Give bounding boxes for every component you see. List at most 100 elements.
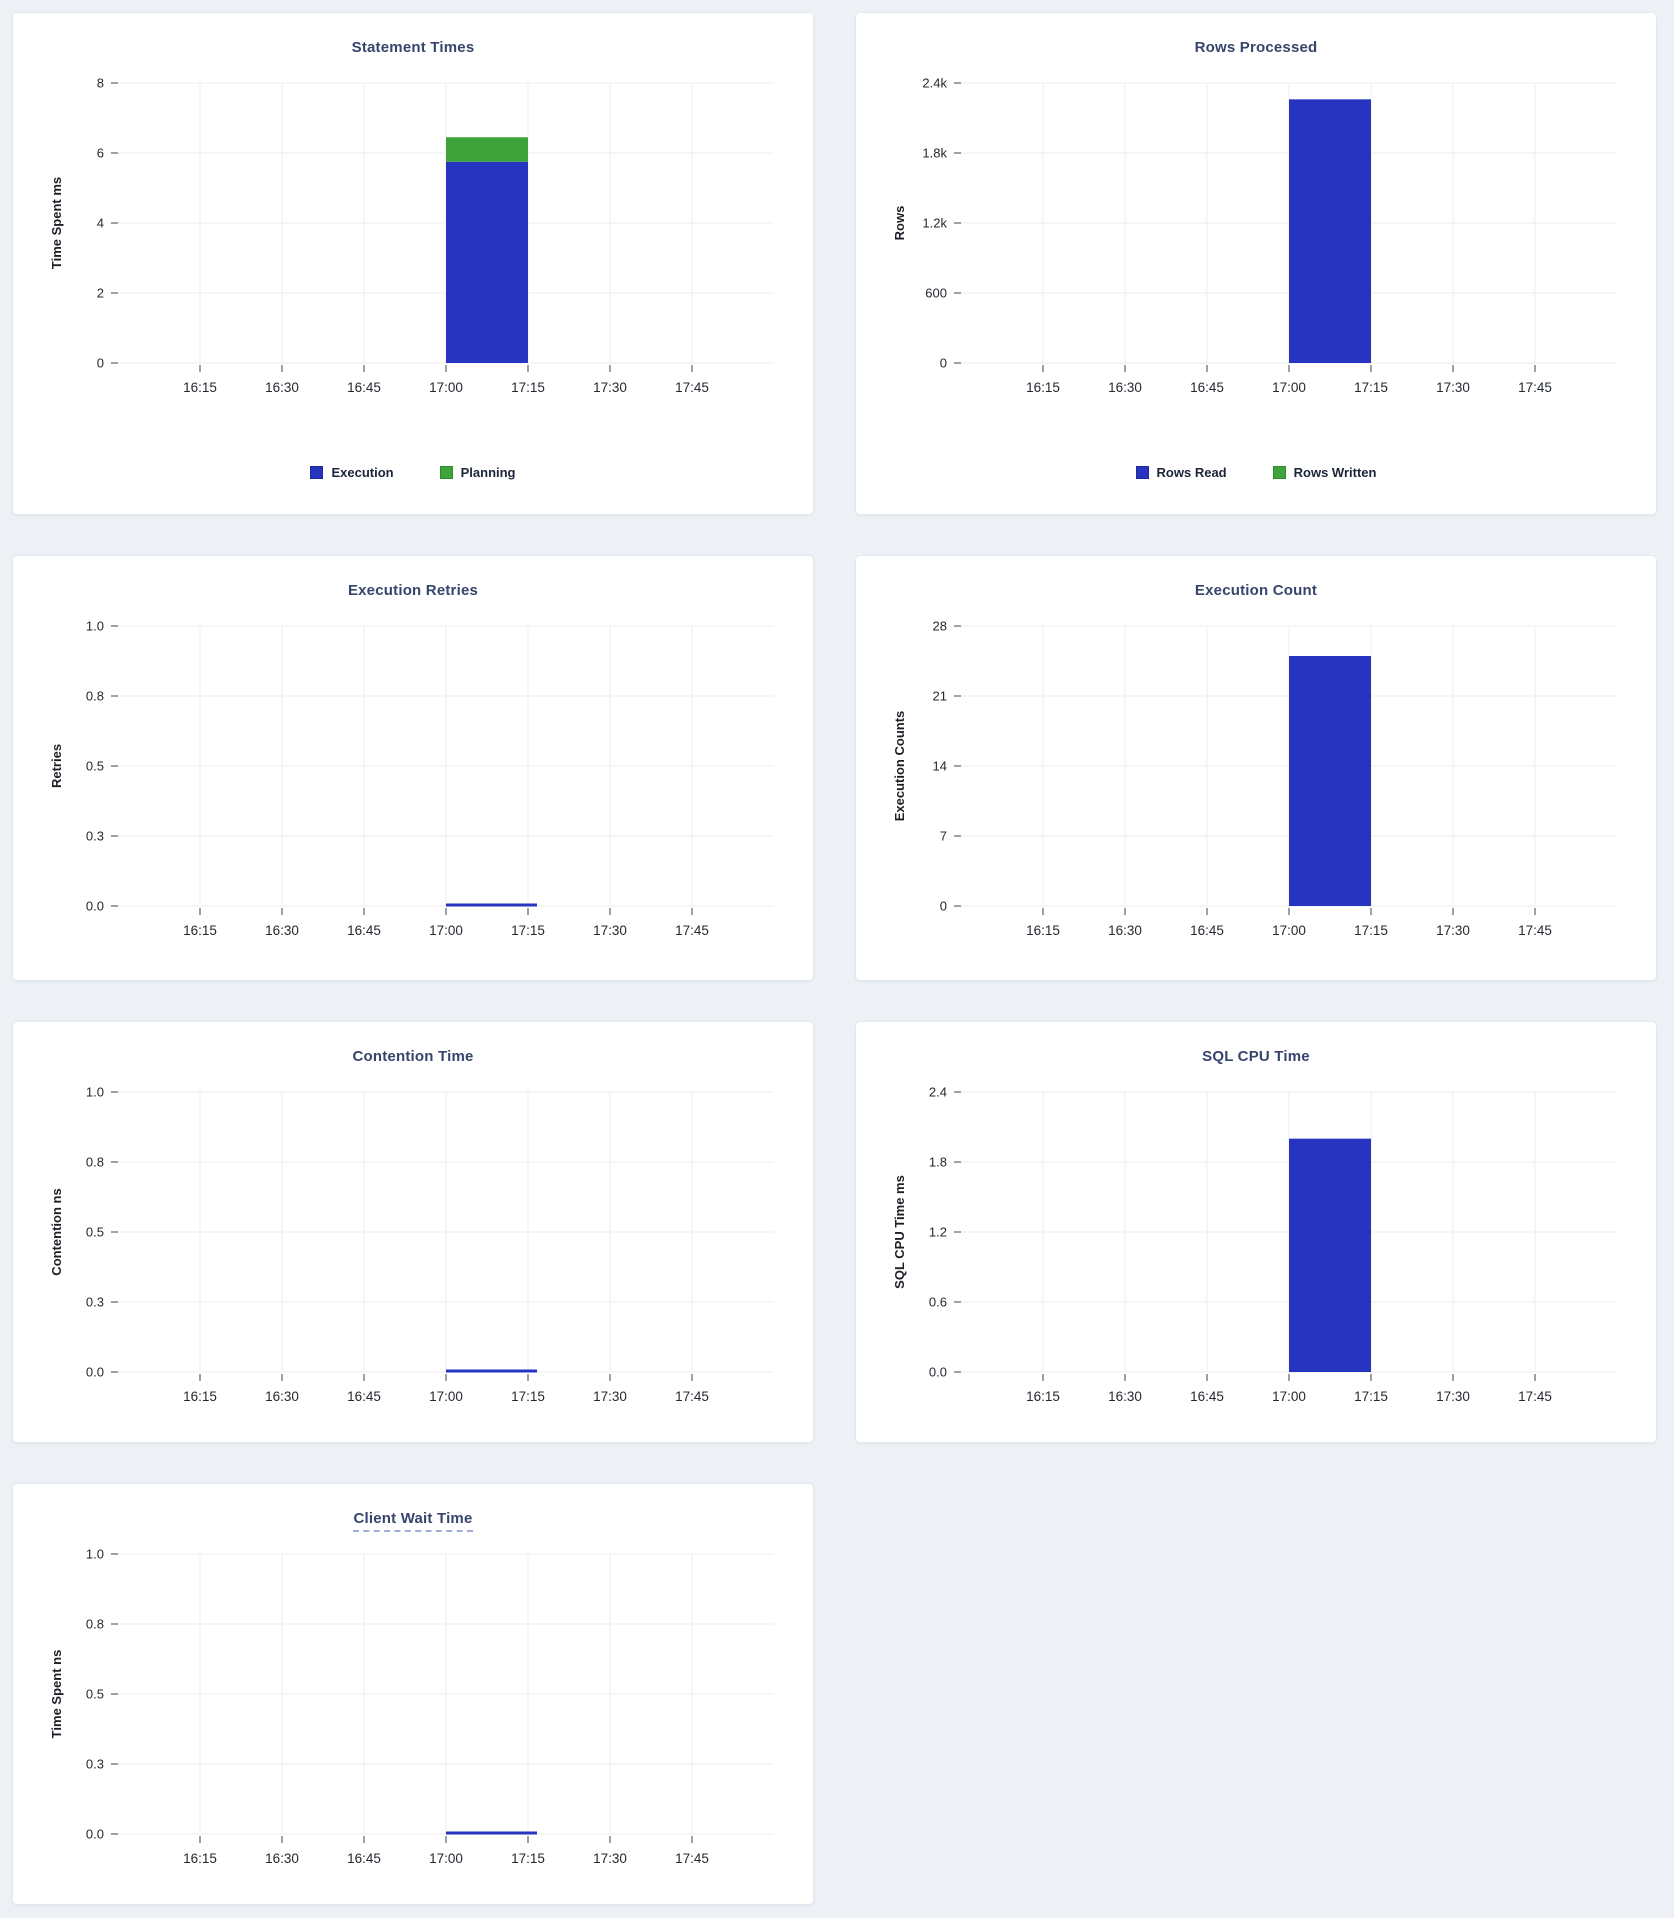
x-tick-label: 17:30 bbox=[1436, 380, 1470, 395]
x-tick-label: 17:45 bbox=[1518, 1389, 1552, 1404]
y-tick-label: 0.8 bbox=[86, 1155, 104, 1170]
y-tick-label: 0.5 bbox=[86, 1225, 104, 1240]
chart-plot: 0 7 14 21 28 16:15 16:30 16:45 17:00 17:15 17:30 17… bbox=[892, 619, 1617, 938]
x-tick-label: 16:15 bbox=[1026, 380, 1060, 395]
legend-swatch bbox=[1135, 466, 1149, 479]
chart-title: Execution Count bbox=[1194, 582, 1318, 599]
y-tick-label: 0.0 bbox=[86, 899, 104, 914]
x-tick-label: 17:45 bbox=[1518, 923, 1552, 938]
y-tick-label: 1.8k bbox=[922, 146, 947, 161]
y-tick-label: 1.8 bbox=[929, 1155, 947, 1170]
x-tick-label: 17:15 bbox=[511, 1389, 545, 1404]
chart-legend: Execution Planning bbox=[13, 465, 813, 480]
y-axis-label: Execution Counts bbox=[892, 711, 907, 822]
x-tick-label: 17:00 bbox=[429, 1851, 463, 1866]
x-tick-label: 17:15 bbox=[511, 380, 545, 395]
legend-item-rows-written[interactable]: Rows Written bbox=[1272, 465, 1377, 480]
legend-swatch bbox=[1272, 466, 1286, 479]
legend-item-planning[interactable]: Planning bbox=[439, 465, 516, 480]
chart-title: Statement Times bbox=[351, 39, 475, 56]
chart-plot: 0.0 0.3 0.5 0.8 1.0 16:15 16:30 16:45 17:00 17:15… bbox=[49, 1547, 774, 1866]
chart-plot: 0 600 1.2k 1.8k 2.4k 16:15 16:30 16:45 17:00 17:1… bbox=[892, 76, 1617, 395]
x-tick-label: 17:15 bbox=[1354, 380, 1388, 395]
bar-sql-cpu-time[interactable] bbox=[1289, 1138, 1371, 1372]
x-tick-label: 17:15 bbox=[1354, 923, 1388, 938]
x-tick-label: 17:30 bbox=[593, 380, 627, 395]
x-tick-label: 16:15 bbox=[1026, 923, 1060, 938]
x-tick-label: 17:00 bbox=[429, 1389, 463, 1404]
x-tick-label: 17:45 bbox=[675, 380, 709, 395]
chart-card-sql-cpu-time: SQL CPU Time 0.0 0.6 1.2 1.8 2.4 16:15 16:30 16… bbox=[855, 1021, 1657, 1443]
chart-title-tooltip-link[interactable]: Client Wait Time bbox=[353, 1510, 473, 1532]
x-tick-label: 17:00 bbox=[429, 923, 463, 938]
x-tick-label: 16:30 bbox=[265, 1851, 299, 1866]
x-tick-label: 16:15 bbox=[183, 923, 217, 938]
y-tick-label: 1.0 bbox=[86, 619, 104, 634]
y-tick-label: 0.3 bbox=[86, 829, 104, 844]
y-tick-label: 0.0 bbox=[86, 1365, 104, 1380]
legend-swatch bbox=[439, 466, 453, 479]
x-tick-label: 17:45 bbox=[675, 923, 709, 938]
x-tick-label: 16:45 bbox=[347, 1389, 381, 1404]
y-tick-label: 1.0 bbox=[86, 1085, 104, 1100]
y-tick-label: 1.2 bbox=[929, 1225, 947, 1240]
y-tick-label: 2.4k bbox=[922, 76, 947, 91]
chart-plot: 0.0 0.3 0.5 0.8 1.0 16:15 16:30 16:45 17:00 17:15… bbox=[49, 1085, 774, 1404]
chart-title: Rows Processed bbox=[1194, 39, 1318, 56]
y-axis-label: Retries bbox=[49, 744, 64, 788]
x-tick-label: 17:30 bbox=[593, 1389, 627, 1404]
x-tick-label: 16:45 bbox=[347, 1851, 381, 1866]
bar-rows-read[interactable] bbox=[1289, 99, 1371, 363]
chart-card-contention-time: Contention Time 0.0 0.3 0.5 0.8 1.0 16:15 16:3… bbox=[12, 1021, 814, 1443]
y-tick-label: 1.2k bbox=[922, 216, 947, 231]
x-tick-label: 17:45 bbox=[675, 1851, 709, 1866]
x-tick-label: 16:15 bbox=[183, 1389, 217, 1404]
y-axis-label: Rows bbox=[892, 206, 907, 241]
y-tick-label: 8 bbox=[97, 76, 104, 91]
y-tick-label: 14 bbox=[933, 759, 947, 774]
y-tick-label: 28 bbox=[933, 619, 947, 634]
bar-planning[interactable] bbox=[446, 137, 528, 162]
x-tick-label: 16:45 bbox=[1190, 1389, 1224, 1404]
y-tick-label: 4 bbox=[97, 216, 104, 231]
bar-execution[interactable] bbox=[446, 161, 528, 363]
bar-execution-count[interactable] bbox=[1289, 656, 1371, 906]
legend-item-rows-read[interactable]: Rows Read bbox=[1135, 465, 1227, 480]
x-tick-label: 17:15 bbox=[511, 923, 545, 938]
legend-swatch bbox=[310, 466, 324, 479]
y-tick-label: 0.5 bbox=[86, 759, 104, 774]
chart-plot: 0.0 0.6 1.2 1.8 2.4 16:15 16:30 16:45 17:00 17:15… bbox=[892, 1085, 1617, 1404]
chart-title: Client Wait Time bbox=[13, 1510, 813, 1532]
x-tick-label: 16:45 bbox=[347, 380, 381, 395]
chart-plot: 0.0 0.3 0.5 0.8 1.0 16:15 16:30 16:45 17:00 17:15… bbox=[49, 619, 774, 938]
x-tick-label: 16:30 bbox=[1108, 923, 1142, 938]
x-tick-label: 16:30 bbox=[265, 380, 299, 395]
chart-plot: 0 2 4 6 8 16:15 16:30 16:45 17:00 17:15 17:30 17:45… bbox=[49, 76, 774, 395]
y-tick-label: 0.8 bbox=[86, 1617, 104, 1632]
x-tick-label: 17:00 bbox=[1272, 380, 1306, 395]
y-tick-label: 0.0 bbox=[929, 1365, 947, 1380]
chart-title: Execution Retries bbox=[347, 582, 479, 599]
chart-legend: Rows Read Rows Written bbox=[856, 465, 1656, 480]
y-tick-label: 7 bbox=[940, 829, 947, 844]
x-tick-label: 16:15 bbox=[183, 380, 217, 395]
y-tick-label: 6 bbox=[97, 146, 104, 161]
y-tick-label: 0.3 bbox=[86, 1295, 104, 1310]
legend-label: Rows Written bbox=[1293, 465, 1377, 480]
y-axis-label: Time Spent ns bbox=[49, 1650, 64, 1739]
y-tick-label: 0.5 bbox=[86, 1687, 104, 1702]
y-tick-label: 0 bbox=[940, 899, 947, 914]
chart-title: SQL CPU Time bbox=[1202, 1048, 1310, 1065]
x-tick-label: 16:15 bbox=[1026, 1389, 1060, 1404]
y-tick-label: 0.0 bbox=[86, 1827, 104, 1842]
chart-title: Contention Time bbox=[352, 1048, 474, 1065]
x-tick-label: 16:30 bbox=[1108, 380, 1142, 395]
x-tick-label: 17:00 bbox=[1272, 1389, 1306, 1404]
x-tick-label: 16:30 bbox=[265, 923, 299, 938]
x-tick-label: 17:30 bbox=[1436, 923, 1470, 938]
y-tick-label: 2 bbox=[97, 286, 104, 301]
x-tick-label: 16:45 bbox=[347, 923, 381, 938]
legend-item-execution[interactable]: Execution bbox=[310, 465, 394, 480]
y-tick-label: 0.6 bbox=[929, 1295, 947, 1310]
